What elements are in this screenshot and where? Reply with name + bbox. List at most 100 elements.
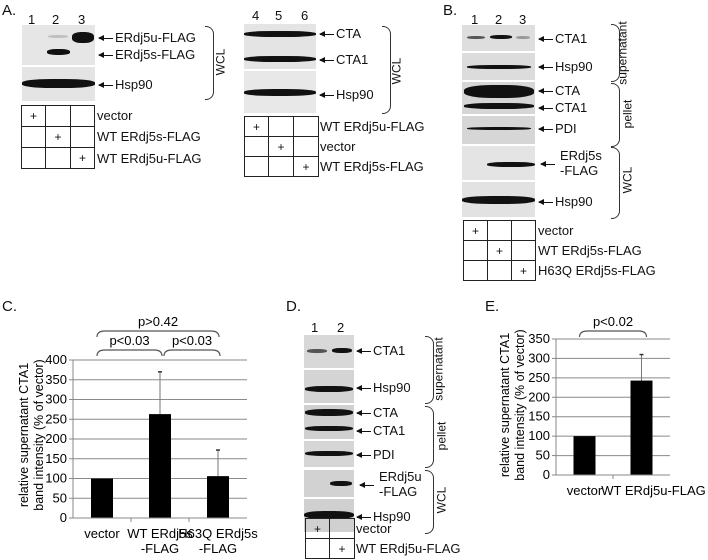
blot-supernatant-hsp90 xyxy=(462,53,535,80)
bracket xyxy=(425,406,434,468)
band-label: CTA xyxy=(356,405,398,420)
condition-label: vector xyxy=(538,223,574,238)
x-tick-label: -FLAG xyxy=(141,541,179,556)
condition-label: H63Q ERdj5s-FLAG xyxy=(538,263,656,278)
condition-label: vector xyxy=(97,108,133,123)
lane-number: 3 xyxy=(519,12,527,27)
condition-label: WT ERdj5s-FLAG xyxy=(97,129,201,144)
y-tick-label: 100 xyxy=(45,471,67,486)
p-value-label: p<0.02 xyxy=(593,314,633,329)
band-label: Hsp90 xyxy=(319,87,374,102)
bracket xyxy=(425,470,434,534)
condition-label: WT ERdj5u-FLAG xyxy=(356,541,461,556)
lane-number: 2 xyxy=(495,12,503,27)
bracket xyxy=(611,83,620,147)
lane-number: 4 xyxy=(252,8,260,23)
bracket-label: WCL xyxy=(620,166,635,194)
panel-a-letter: A. xyxy=(2,2,17,19)
y-axis-label: relative supernatant CTA1 xyxy=(498,333,512,477)
y-tick-label: 300 xyxy=(45,392,67,407)
y-tick-label: 350 xyxy=(45,372,67,387)
band-label-line: -FLAG xyxy=(379,484,418,499)
bar xyxy=(91,478,113,518)
blot-hsp90 xyxy=(22,67,95,101)
y-tick-label: 0 xyxy=(543,467,550,482)
band-label: ERdj5u-FLAG xyxy=(98,30,196,45)
band-label: Hsp90 xyxy=(98,77,153,92)
blot-wcl-erdj5s xyxy=(462,146,535,180)
panel-c-letter: C. xyxy=(2,298,17,315)
band-label-line: ERdj5s xyxy=(560,148,602,163)
y-tick-label: 50 xyxy=(53,490,67,505)
blot-pellet-cta xyxy=(462,82,535,114)
condition-grid: + + + xyxy=(463,220,536,281)
condition-label: WT ERdj5s-FLAG xyxy=(320,159,424,174)
y-tick-label: 350 xyxy=(528,331,550,346)
x-tick-label: H63Q ERdj5s xyxy=(178,526,258,541)
band-label: PDI xyxy=(356,447,395,462)
y-tick-label: 200 xyxy=(528,389,550,404)
band-label: Hsp90 xyxy=(538,194,593,209)
condition-label: vector xyxy=(320,139,356,154)
blot-cta xyxy=(244,24,316,69)
band-label: PDI xyxy=(538,121,577,136)
chart-c: 0 50 100 150 200 250 300 350 400 vector WT ERdj5s-… xyxy=(17,314,258,556)
p-value-label: p<0.03 xyxy=(109,333,149,348)
y-axis-label: band intensity (% of vector) xyxy=(513,329,527,480)
band-label: CTA1 xyxy=(356,343,405,358)
band-label: Hsp90 xyxy=(538,59,593,74)
y-tick-label: 400 xyxy=(45,352,67,367)
lane-number: 1 xyxy=(471,12,479,27)
lane-number: 3 xyxy=(78,12,86,27)
band-label-line: -FLAG xyxy=(560,163,599,178)
y-tick-label: 250 xyxy=(45,411,67,426)
chart-e: 0 50 100 150 200 250 300 350 vector WT ERdj5u-FLA… xyxy=(498,314,706,498)
y-tick-label: 50 xyxy=(536,448,550,463)
bar xyxy=(573,436,596,475)
bar xyxy=(149,414,171,518)
band-label: ERdj5s-FLAG xyxy=(98,47,195,62)
band-label: Hsp90 xyxy=(356,509,411,524)
blot-erdj5 xyxy=(22,25,95,65)
condition-grid: + + + xyxy=(244,116,319,177)
y-tick-label: 100 xyxy=(528,428,550,443)
lane-number: 1 xyxy=(311,320,319,335)
condition-label: WT ERdj5s-FLAG xyxy=(538,243,642,258)
y-tick-label: 0 xyxy=(60,510,67,525)
x-tick-label: WT ERdj5u-FLAG xyxy=(601,483,706,498)
bar xyxy=(630,380,653,475)
x-tick-label: vector xyxy=(567,483,603,498)
y-tick-label: 300 xyxy=(528,350,550,365)
condition-grid: + + xyxy=(305,518,355,559)
bracket-label: WCL xyxy=(434,486,449,514)
blot-wcl-hsp90 xyxy=(462,182,535,217)
panel-d-letter: D. xyxy=(286,298,301,315)
band-label: CTA1 xyxy=(538,31,587,46)
p-value-label: p<0.03 xyxy=(172,333,212,348)
y-axis-label: band intensity (% of vector) xyxy=(32,359,46,510)
bar xyxy=(207,476,229,518)
blot-pellet-pdi xyxy=(462,116,535,144)
condition-grid: + + + xyxy=(21,105,95,169)
condition-label: vector xyxy=(356,521,392,536)
band-label xyxy=(540,156,557,171)
band-label-line: ERdj5u xyxy=(379,469,422,484)
blot-supernatant-cta1 xyxy=(304,335,354,368)
band-label: CTA xyxy=(538,83,580,98)
condition-label: WT ERdj5u-FLAG xyxy=(320,119,425,134)
band-label: Hsp90 xyxy=(356,380,411,395)
lane-number: 5 xyxy=(275,8,283,23)
bracket-label: WCL xyxy=(213,48,228,76)
band-label: CTA1 xyxy=(319,52,368,67)
y-tick-label: 150 xyxy=(528,409,550,424)
band-label: CTA xyxy=(319,26,361,41)
band-label: CTA1 xyxy=(538,100,587,115)
blot-hsp90 xyxy=(244,71,316,113)
y-tick-label: 250 xyxy=(528,370,550,385)
lane-number: 2 xyxy=(337,320,345,335)
x-tick-label: vector xyxy=(84,526,120,541)
x-tick-label: -FLAG xyxy=(199,541,237,556)
bracket-label: pellet xyxy=(620,99,635,129)
panel-e-letter: E. xyxy=(485,298,500,315)
panel-b-letter: B. xyxy=(443,2,458,19)
